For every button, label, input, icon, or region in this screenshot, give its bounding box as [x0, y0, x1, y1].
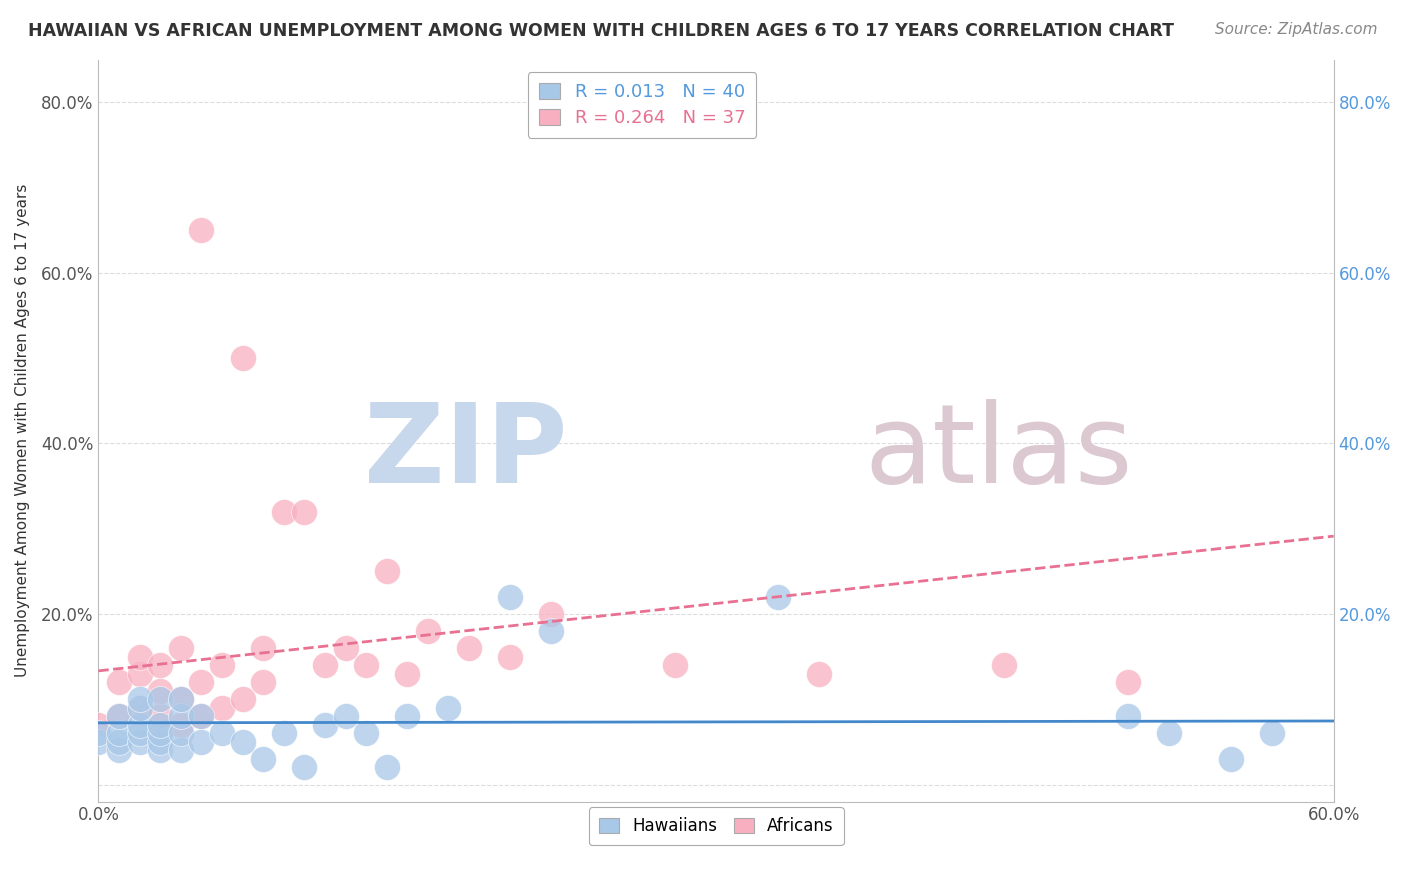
Point — [211, 700, 233, 714]
Point — [232, 735, 254, 749]
Point — [1261, 726, 1284, 740]
Point — [149, 683, 172, 698]
Y-axis label: Unemployment Among Women with Children Ages 6 to 17 years: Unemployment Among Women with Children A… — [15, 184, 30, 677]
Point — [273, 726, 295, 740]
Point — [416, 624, 439, 638]
Point — [396, 666, 419, 681]
Point — [1157, 726, 1180, 740]
Point — [807, 666, 830, 681]
Point — [128, 692, 150, 706]
Point — [993, 658, 1015, 673]
Point — [108, 726, 131, 740]
Point — [232, 351, 254, 365]
Point — [128, 649, 150, 664]
Point — [540, 607, 562, 621]
Point — [314, 718, 336, 732]
Point — [354, 658, 377, 673]
Text: ZIP: ZIP — [364, 400, 568, 507]
Point — [396, 709, 419, 723]
Point — [170, 709, 193, 723]
Point — [252, 752, 274, 766]
Text: HAWAIIAN VS AFRICAN UNEMPLOYMENT AMONG WOMEN WITH CHILDREN AGES 6 TO 17 YEARS CO: HAWAIIAN VS AFRICAN UNEMPLOYMENT AMONG W… — [28, 22, 1174, 40]
Point — [149, 726, 172, 740]
Point — [170, 726, 193, 740]
Point — [149, 658, 172, 673]
Point — [190, 735, 212, 749]
Point — [149, 735, 172, 749]
Point — [149, 692, 172, 706]
Point — [128, 726, 150, 740]
Point — [108, 735, 131, 749]
Point — [190, 675, 212, 690]
Point — [252, 641, 274, 656]
Point — [292, 760, 315, 774]
Point — [170, 641, 193, 656]
Point — [1219, 752, 1241, 766]
Point — [499, 649, 522, 664]
Point — [128, 718, 150, 732]
Text: atlas: atlas — [865, 400, 1133, 507]
Point — [375, 564, 398, 578]
Point — [108, 709, 131, 723]
Point — [87, 726, 110, 740]
Text: Source: ZipAtlas.com: Source: ZipAtlas.com — [1215, 22, 1378, 37]
Point — [232, 692, 254, 706]
Point — [149, 709, 172, 723]
Point — [211, 726, 233, 740]
Point — [87, 735, 110, 749]
Point — [766, 590, 789, 604]
Point — [128, 735, 150, 749]
Point — [1116, 675, 1139, 690]
Point — [437, 700, 460, 714]
Point — [499, 590, 522, 604]
Point — [1116, 709, 1139, 723]
Point — [458, 641, 481, 656]
Point — [170, 743, 193, 757]
Point — [170, 718, 193, 732]
Point — [108, 709, 131, 723]
Point — [128, 700, 150, 714]
Legend: Hawaiians, Africans: Hawaiians, Africans — [589, 807, 844, 846]
Point — [314, 658, 336, 673]
Point — [170, 692, 193, 706]
Point — [190, 709, 212, 723]
Point — [149, 726, 172, 740]
Point — [354, 726, 377, 740]
Point — [190, 709, 212, 723]
Point — [211, 658, 233, 673]
Point — [108, 675, 131, 690]
Point — [252, 675, 274, 690]
Point — [292, 505, 315, 519]
Point — [375, 760, 398, 774]
Point — [108, 743, 131, 757]
Point — [335, 709, 357, 723]
Point — [128, 700, 150, 714]
Point — [190, 223, 212, 237]
Point — [335, 641, 357, 656]
Point — [128, 666, 150, 681]
Point — [149, 718, 172, 732]
Point — [273, 505, 295, 519]
Point — [170, 692, 193, 706]
Point — [149, 743, 172, 757]
Point — [540, 624, 562, 638]
Point — [664, 658, 686, 673]
Point — [87, 718, 110, 732]
